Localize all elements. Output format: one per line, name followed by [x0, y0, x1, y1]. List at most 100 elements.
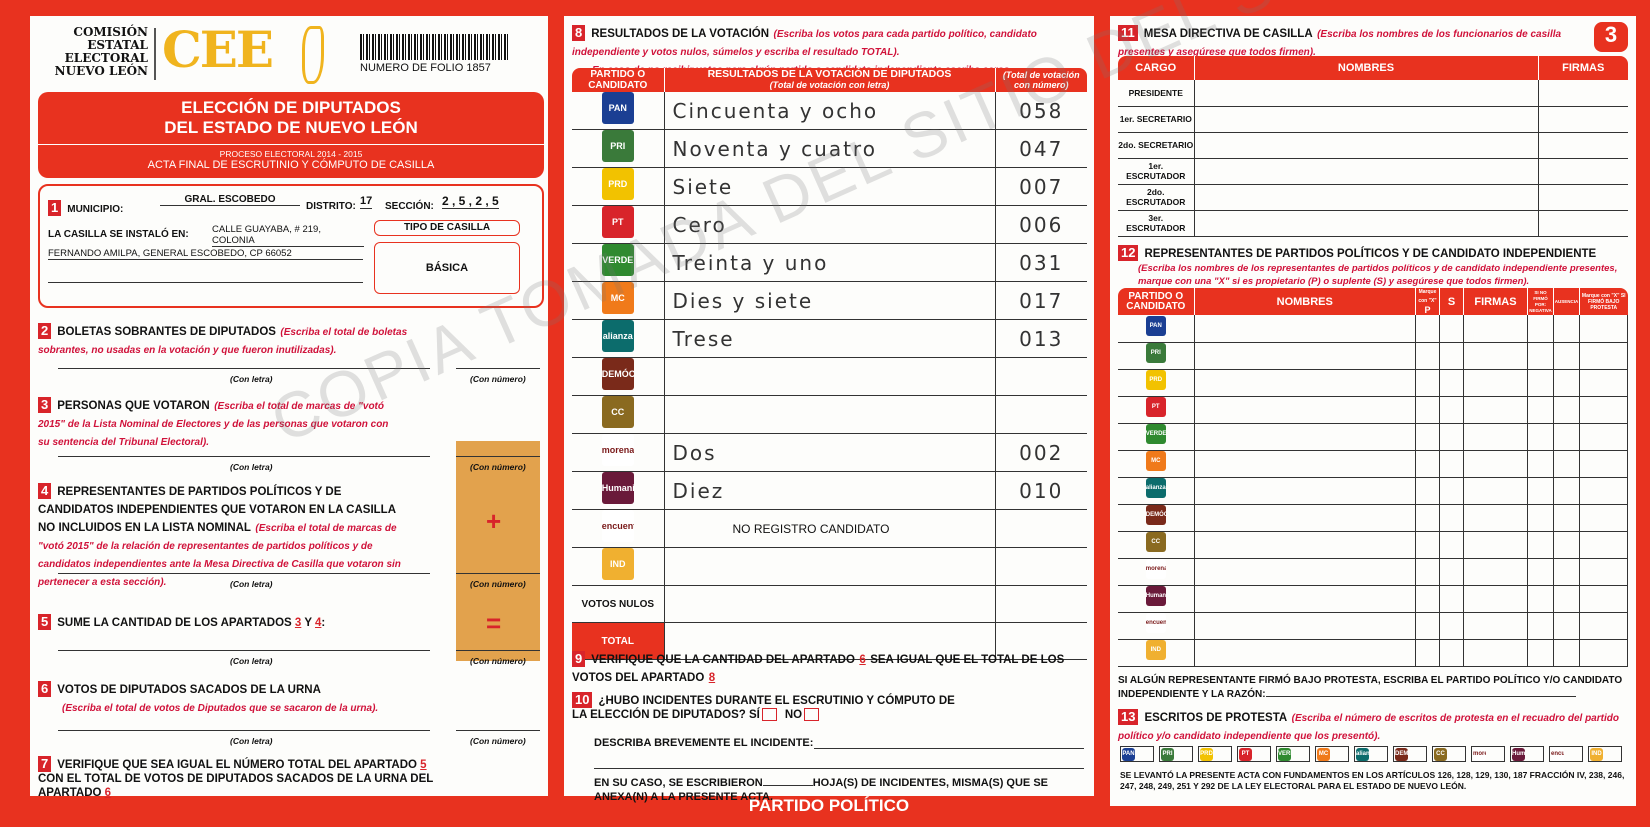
nombre-field[interactable]: [1193, 423, 1416, 451]
numero-field[interactable]: [456, 368, 540, 369]
s-checkbox[interactable]: [1439, 504, 1464, 532]
ausencia-checkbox[interactable]: [1553, 315, 1580, 343]
s-checkbox[interactable]: [1439, 531, 1464, 559]
protest-box[interactable]: IND: [1588, 746, 1622, 762]
p-checkbox[interactable]: [1415, 423, 1440, 451]
lugar-field-2[interactable]: FERNANDO AMILPA, GENERAL ESCOBEDO, CP 66…: [48, 248, 363, 260]
protesta-checkbox[interactable]: [1579, 585, 1628, 613]
s-checkbox[interactable]: [1439, 396, 1464, 424]
firma-field[interactable]: [1538, 132, 1628, 159]
firma-field[interactable]: [1463, 369, 1528, 397]
nombre-field[interactable]: [1194, 80, 1539, 107]
letra-field[interactable]: [58, 573, 430, 574]
numero-field[interactable]: [456, 573, 540, 574]
firma-field[interactable]: [1463, 612, 1528, 640]
nulos-letra-field[interactable]: [664, 585, 996, 623]
votes-numero-field[interactable]: 047: [995, 129, 1087, 168]
s-checkbox[interactable]: [1439, 450, 1464, 478]
negativa-checkbox[interactable]: [1527, 342, 1554, 370]
votes-numero-field[interactable]: [995, 547, 1087, 586]
ausencia-checkbox[interactable]: [1553, 531, 1580, 559]
votes-numero-field[interactable]: 007: [995, 167, 1087, 206]
nombre-field[interactable]: [1194, 106, 1539, 133]
protesta-checkbox[interactable]: [1579, 504, 1628, 532]
p-checkbox[interactable]: [1415, 369, 1440, 397]
negativa-checkbox[interactable]: [1527, 477, 1554, 505]
p-checkbox[interactable]: [1415, 558, 1440, 586]
protest-box[interactable]: CC: [1432, 746, 1466, 762]
p-checkbox[interactable]: [1415, 477, 1440, 505]
letra-field[interactable]: [58, 456, 430, 457]
ausencia-checkbox[interactable]: [1553, 504, 1580, 532]
ausencia-checkbox[interactable]: [1553, 558, 1580, 586]
nombre-field[interactable]: [1193, 342, 1416, 370]
votes-numero-field[interactable]: 017: [995, 281, 1087, 320]
votes-numero-field[interactable]: 058: [995, 92, 1087, 130]
firma-field[interactable]: [1463, 477, 1528, 505]
negativa-checkbox[interactable]: [1527, 450, 1554, 478]
nombre-field[interactable]: [1193, 315, 1416, 343]
ausencia-checkbox[interactable]: [1553, 639, 1580, 667]
protest-box[interactable]: PRD: [1198, 746, 1232, 762]
protesta-checkbox[interactable]: [1579, 342, 1628, 370]
nombre-field[interactable]: [1194, 184, 1539, 211]
nombre-field[interactable]: [1193, 369, 1416, 397]
votes-letra-field[interactable]: [664, 547, 996, 586]
votes-numero-field[interactable]: [995, 357, 1087, 396]
nombre-field[interactable]: [1193, 558, 1416, 586]
numero-field[interactable]: [456, 730, 540, 731]
negativa-checkbox[interactable]: [1527, 315, 1554, 343]
firma-field[interactable]: [1463, 558, 1528, 586]
p-checkbox[interactable]: [1415, 531, 1440, 559]
ausencia-checkbox[interactable]: [1553, 369, 1580, 397]
s-checkbox[interactable]: [1439, 423, 1464, 451]
hojas-field[interactable]: [762, 785, 813, 786]
protest-box[interactable]: encuentro: [1549, 746, 1583, 762]
ausencia-checkbox[interactable]: [1553, 450, 1580, 478]
nombre-field[interactable]: [1193, 504, 1416, 532]
si-checkbox[interactable]: [761, 708, 777, 722]
letra-field[interactable]: [58, 650, 430, 651]
protesta-checkbox[interactable]: [1579, 612, 1628, 640]
votes-letra-field[interactable]: [664, 395, 996, 434]
firma-field[interactable]: [1463, 342, 1528, 370]
letra-field[interactable]: [58, 730, 430, 731]
total-letra-field[interactable]: [664, 622, 996, 660]
nombre-field[interactable]: [1194, 132, 1539, 159]
protest-box[interactable]: PT: [1237, 746, 1271, 762]
no-checkbox[interactable]: [804, 708, 820, 722]
ausencia-checkbox[interactable]: [1553, 423, 1580, 451]
firma-field[interactable]: [1463, 450, 1528, 478]
votes-numero-field[interactable]: [995, 395, 1087, 434]
p-checkbox[interactable]: [1415, 342, 1440, 370]
negativa-checkbox[interactable]: [1527, 639, 1554, 667]
protesta-checkbox[interactable]: [1579, 423, 1628, 451]
p-checkbox[interactable]: [1415, 639, 1440, 667]
votes-letra-field[interactable]: Treinta y uno: [664, 243, 996, 282]
p-checkbox[interactable]: [1415, 396, 1440, 424]
incident-field[interactable]: [814, 748, 1084, 749]
letra-field[interactable]: [58, 368, 430, 369]
negativa-checkbox[interactable]: [1527, 612, 1554, 640]
protest-box[interactable]: VERDE: [1276, 746, 1310, 762]
firma-field[interactable]: [1463, 531, 1528, 559]
nombre-field[interactable]: [1194, 210, 1539, 237]
votes-numero-field[interactable]: 010: [995, 471, 1087, 510]
votes-letra-field[interactable]: Dies y siete: [664, 281, 996, 320]
protesta-checkbox[interactable]: [1579, 450, 1628, 478]
protesta-checkbox[interactable]: [1579, 369, 1628, 397]
ausencia-checkbox[interactable]: [1553, 396, 1580, 424]
ausencia-checkbox[interactable]: [1553, 585, 1580, 613]
total-numero-field[interactable]: [995, 622, 1087, 660]
protest-box[interactable]: morena: [1471, 746, 1505, 762]
firma-field[interactable]: [1538, 106, 1628, 133]
nombre-field[interactable]: [1193, 450, 1416, 478]
protesta-checkbox[interactable]: [1579, 639, 1628, 667]
p-checkbox[interactable]: [1415, 612, 1440, 640]
votes-letra-field[interactable]: [664, 357, 996, 396]
protesta-checkbox[interactable]: [1579, 558, 1628, 586]
firma-field[interactable]: [1463, 423, 1528, 451]
votes-letra-field[interactable]: Cincuenta y ocho: [664, 92, 996, 130]
protest-box[interactable]: DEMÓCRATA: [1393, 746, 1427, 762]
votes-numero-field[interactable]: 013: [995, 319, 1087, 358]
